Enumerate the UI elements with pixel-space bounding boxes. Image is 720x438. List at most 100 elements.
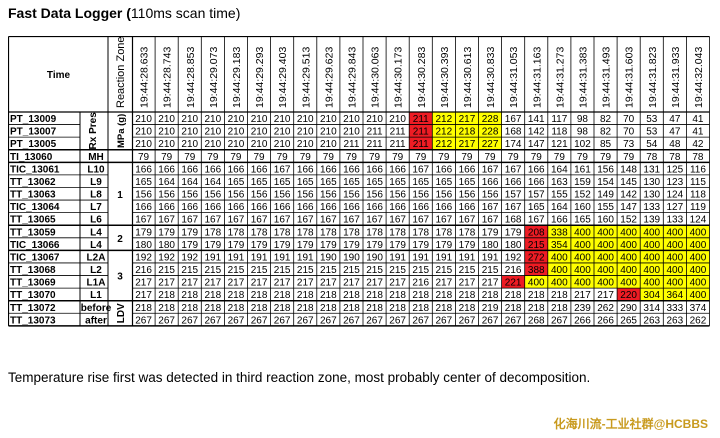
value-cell: 217 [297,278,314,289]
value-cell: 142 [620,190,637,201]
value-cell: 217 [459,139,476,150]
value-cell: 262 [597,303,614,314]
value-cell: 178 [343,227,360,238]
value-cell: 400 [690,290,707,301]
value-cell: 210 [135,127,152,138]
value-cell: 218 [551,290,568,301]
timestamp-header: 19:44:32.043 [693,47,705,108]
row-location: L9 [90,177,102,188]
value-cell: 267 [366,315,383,326]
value-cell: 210 [366,114,383,125]
value-cell: 218 [320,303,337,314]
value-cell: 79 [323,152,335,163]
value-cell: 166 [228,202,245,213]
value-cell: 215 [320,265,337,276]
timestamp-header: 19:44:31.163 [531,47,543,108]
value-cell: 212 [436,114,453,125]
value-cell: 266 [574,315,591,326]
alarm-cell [524,250,548,263]
value-cell: 178 [366,227,383,238]
value-cell: 152 [620,215,637,226]
value-cell: 166 [320,164,337,175]
timestamp-header: 19:44:31.273 [554,47,566,108]
group-label-ldv: LDV [116,303,127,323]
value-cell: 156 [343,190,360,201]
row-location: after [85,315,107,326]
value-cell: 149 [597,190,614,201]
value-cell: 164 [205,177,222,188]
value-cell: 210 [228,139,245,150]
value-cell: 179 [251,240,268,251]
row-location: MH [88,152,104,163]
value-cell: 267 [343,315,360,326]
value-cell: 212 [436,127,453,138]
row-location: L1 [90,290,102,301]
value-cell: 167 [482,164,499,175]
value-cell: 215 [436,265,453,276]
zone-number: 1 [117,190,123,201]
value-cell: 79 [461,152,473,163]
warning-cell [547,262,571,276]
value-cell: 166 [158,164,175,175]
value-cell: 263 [643,315,660,326]
value-cell: 217 [389,278,406,289]
warning-cell [663,237,687,251]
value-cell: 210 [320,114,337,125]
warning-cell [570,225,594,238]
value-cell: 167 [181,215,198,226]
value-cell: 218 [505,290,522,301]
value-cell: 174 [505,139,522,150]
value-cell: 210 [274,127,291,138]
value-cell: 54 [646,139,658,150]
row-tag: TIC_13067 [10,252,60,263]
warning-cell [640,250,664,263]
value-cell: 78 [692,152,704,163]
value-cell: 53 [646,127,658,138]
value-cell: 156 [597,164,614,175]
data-logger-table: Time Reaction Zone 19:44:28.633 19:44:28.74… [8,36,710,327]
value-cell: 215 [205,265,222,276]
alarm-cell [409,112,433,125]
value-cell: 124 [690,215,707,226]
warning-cell [663,275,687,289]
value-cell: 210 [389,114,406,125]
warning-cell [432,112,456,125]
value-cell: 156 [205,190,222,201]
value-cell: 79 [207,152,219,163]
value-cell: 266 [597,315,614,326]
value-cell: 219 [482,303,499,314]
value-cell: 79 [184,152,196,163]
value-cell: 400 [643,252,660,263]
warning-cell [570,250,594,263]
value-cell: 268 [528,315,545,326]
value-cell: 211 [343,139,359,150]
value-cell: 210 [297,114,314,125]
value-cell: 179 [343,240,360,251]
timestamp-header: 19:44:29.843 [346,47,358,108]
value-cell: 210 [343,127,360,138]
value-cell: 152 [574,190,591,201]
row-tag: TT_13063 [10,190,56,201]
value-cell: 400 [690,278,707,289]
value-cell: 215 [459,265,476,276]
value-cell: 304 [643,290,660,301]
value-cell: 119 [690,202,706,213]
value-cell: 400 [690,227,707,238]
value-cell: 166 [274,202,291,213]
row-tag: TI_13060 [10,152,53,163]
group-label-pressure: Rx Pres [88,112,99,150]
value-cell: 166 [297,202,314,213]
timestamp-header: 19:44:28.743 [162,47,174,108]
value-cell: 179 [181,240,198,251]
value-cell: 218 [205,303,222,314]
row-tag: TT_13070 [10,290,56,301]
value-cell: 217 [320,278,337,289]
row-tag: TT_13068 [10,265,56,276]
value-cell: 167 [459,215,476,226]
value-cell: 210 [205,139,222,150]
value-cell: 130 [643,190,660,201]
value-cell: 156 [482,190,499,201]
value-cell: 190 [343,252,360,263]
value-cell: 156 [366,190,383,201]
value-cell: 210 [297,127,314,138]
